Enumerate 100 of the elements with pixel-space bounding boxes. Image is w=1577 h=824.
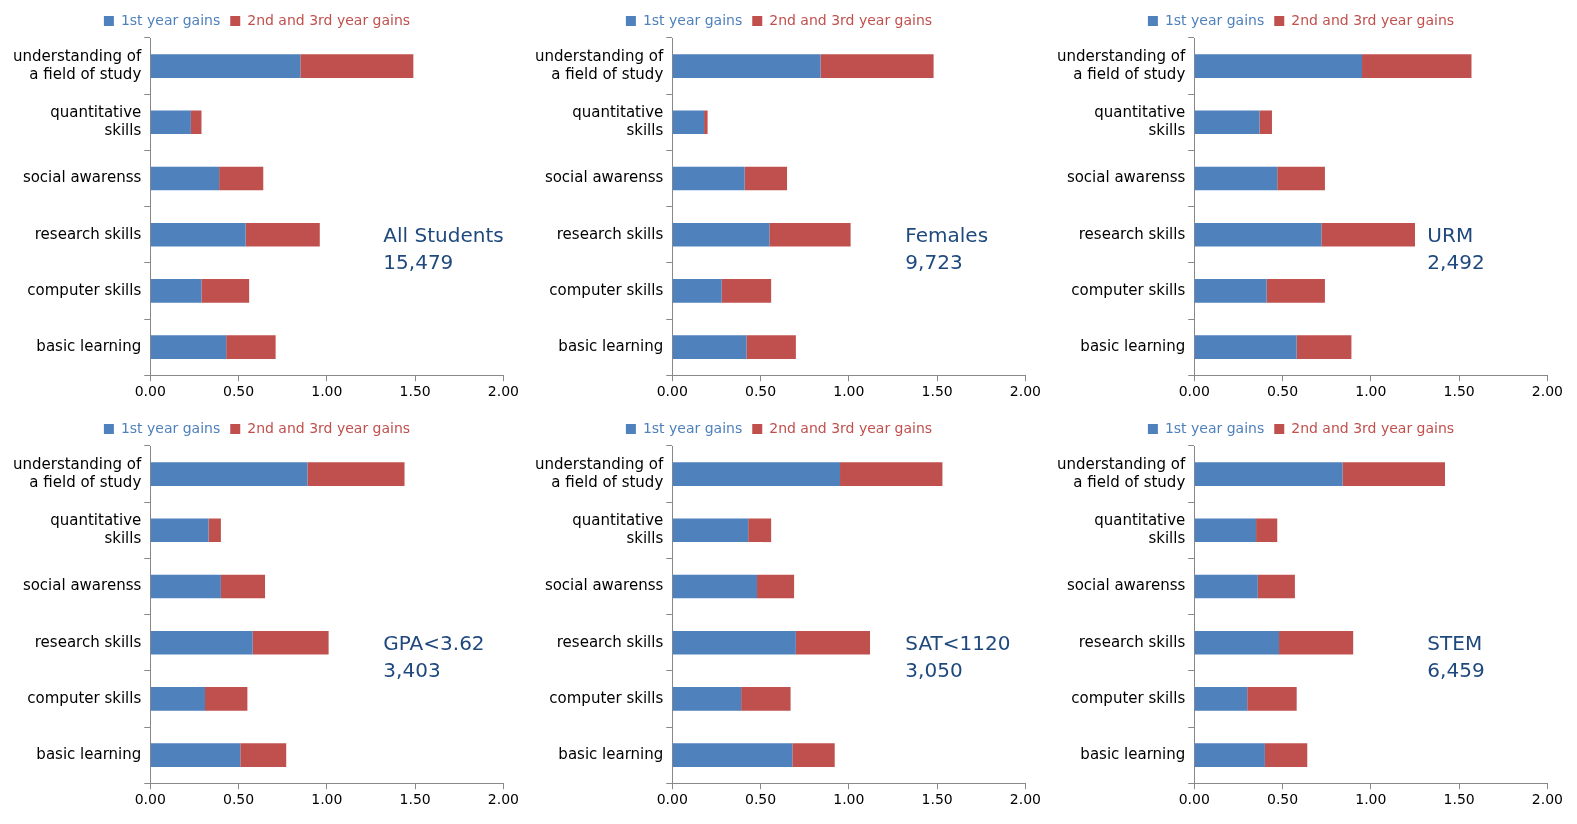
bar xyxy=(1277,166,1325,191)
x-tick-label: 2.00 xyxy=(1531,383,1563,400)
y-tick-label: understanding of a field of study xyxy=(534,46,664,83)
bar xyxy=(1194,743,1265,767)
bar xyxy=(1342,462,1445,486)
bar xyxy=(150,54,301,78)
bar xyxy=(226,335,276,359)
bar xyxy=(1362,54,1472,78)
legend-label: 2nd and 3rd year gains xyxy=(1291,11,1455,28)
annotation: 3,403 xyxy=(383,658,441,683)
bar xyxy=(1194,518,1257,543)
y-tick-label: understanding of a field of study xyxy=(1056,46,1186,83)
y-tick-label: computer skills xyxy=(549,688,664,707)
bar xyxy=(300,54,414,78)
bar xyxy=(748,518,772,543)
y-tick-label: social awarenss xyxy=(22,168,142,187)
bar xyxy=(769,222,851,247)
bar xyxy=(795,630,871,655)
bar xyxy=(672,279,722,303)
x-tick-label: 0.50 xyxy=(1266,791,1299,808)
annotation: 15,479 xyxy=(383,250,454,275)
bar xyxy=(150,462,308,486)
x-tick-label: 1.50 xyxy=(921,791,953,808)
legend-label: 2nd and 3rd year gains xyxy=(769,419,933,436)
bar xyxy=(1194,335,1297,359)
bar xyxy=(672,166,745,191)
annotation: 2,492 xyxy=(1427,250,1485,275)
bar xyxy=(820,54,934,78)
bar xyxy=(1266,279,1325,303)
y-tick-label: social awarenss xyxy=(544,168,664,187)
bar xyxy=(150,518,209,543)
x-tick-label: 0.00 xyxy=(656,383,688,400)
legend-label: 2nd and 3rd year gains xyxy=(247,11,411,28)
y-tick-label: research skills xyxy=(1078,224,1186,243)
bar xyxy=(150,630,253,655)
bar xyxy=(150,335,227,359)
y-tick-label: quantitative skills xyxy=(50,103,142,140)
y-tick-label: basic learning xyxy=(36,744,142,763)
y-tick-label: understanding of a field of study xyxy=(12,454,142,491)
x-tick-label: 0.00 xyxy=(1178,791,1210,808)
annotation: STEM xyxy=(1427,631,1483,656)
legend-label: 2nd and 3rd year gains xyxy=(769,11,933,28)
y-tick-label: quantitative skills xyxy=(1094,511,1186,548)
x-tick-label: 1.50 xyxy=(399,791,431,808)
y-tick-label: research skills xyxy=(34,632,142,651)
bar xyxy=(201,279,250,303)
bar xyxy=(1194,630,1280,655)
legend-label: 2nd and 3rd year gains xyxy=(1291,419,1455,436)
bar xyxy=(150,110,191,135)
x-tick-label: 0.00 xyxy=(134,791,166,808)
bar xyxy=(672,222,770,247)
annotation: 3,050 xyxy=(905,658,963,683)
bar xyxy=(1194,462,1343,486)
annotation: SAT<1120 xyxy=(905,631,1011,656)
bar xyxy=(746,335,796,359)
bar xyxy=(1259,110,1272,135)
y-tick-label: quantitative skills xyxy=(1094,103,1186,140)
bar xyxy=(1194,687,1248,711)
x-tick-label: 1.00 xyxy=(311,791,343,808)
annotation: GPA<3.62 xyxy=(383,631,485,656)
x-tick-label: 0.50 xyxy=(222,791,255,808)
y-tick-label: understanding of a field of study xyxy=(534,454,664,491)
y-tick-label: understanding of a field of study xyxy=(12,46,142,83)
y-tick-label: computer skills xyxy=(1071,688,1186,707)
legend-label: 1st year gains xyxy=(1164,11,1265,28)
bar xyxy=(150,574,221,599)
legend-label: 1st year gains xyxy=(1164,419,1265,436)
bar xyxy=(1194,54,1363,78)
x-tick-label: 0.50 xyxy=(1266,383,1299,400)
x-tick-label: 2.00 xyxy=(1009,791,1041,808)
x-tick-label: 1.50 xyxy=(1443,383,1475,400)
x-tick-label: 0.00 xyxy=(134,383,166,400)
annotation: URM xyxy=(1427,223,1474,248)
y-tick-label: research skills xyxy=(1078,632,1186,651)
x-tick-label: 1.50 xyxy=(1443,791,1475,808)
bar xyxy=(744,166,788,191)
bar xyxy=(1321,222,1415,247)
y-tick-label: basic learning xyxy=(1080,744,1186,763)
y-tick-label: quantitative skills xyxy=(572,103,664,140)
y-tick-label: social awarenss xyxy=(22,576,142,595)
x-tick-label: 0.50 xyxy=(744,791,777,808)
y-tick-label: computer skills xyxy=(1071,280,1186,299)
bar xyxy=(150,687,206,711)
y-tick-label: basic learning xyxy=(558,336,664,355)
bar xyxy=(307,462,405,486)
x-tick-label: 1.50 xyxy=(399,383,431,400)
bar xyxy=(757,574,795,599)
bar xyxy=(190,110,202,135)
y-tick-label: computer skills xyxy=(27,280,142,299)
x-tick-label: 1.00 xyxy=(311,383,343,400)
y-tick-label: social awarenss xyxy=(544,576,664,595)
x-tick-label: 1.00 xyxy=(1355,383,1387,400)
x-tick-label: 2.00 xyxy=(1531,791,1563,808)
bar xyxy=(672,462,841,486)
y-tick-label: quantitative skills xyxy=(572,511,664,548)
x-tick-label: 1.00 xyxy=(833,383,865,400)
bar xyxy=(672,110,705,135)
bar xyxy=(672,54,821,78)
x-tick-label: 1.50 xyxy=(921,383,953,400)
bar xyxy=(672,687,742,711)
